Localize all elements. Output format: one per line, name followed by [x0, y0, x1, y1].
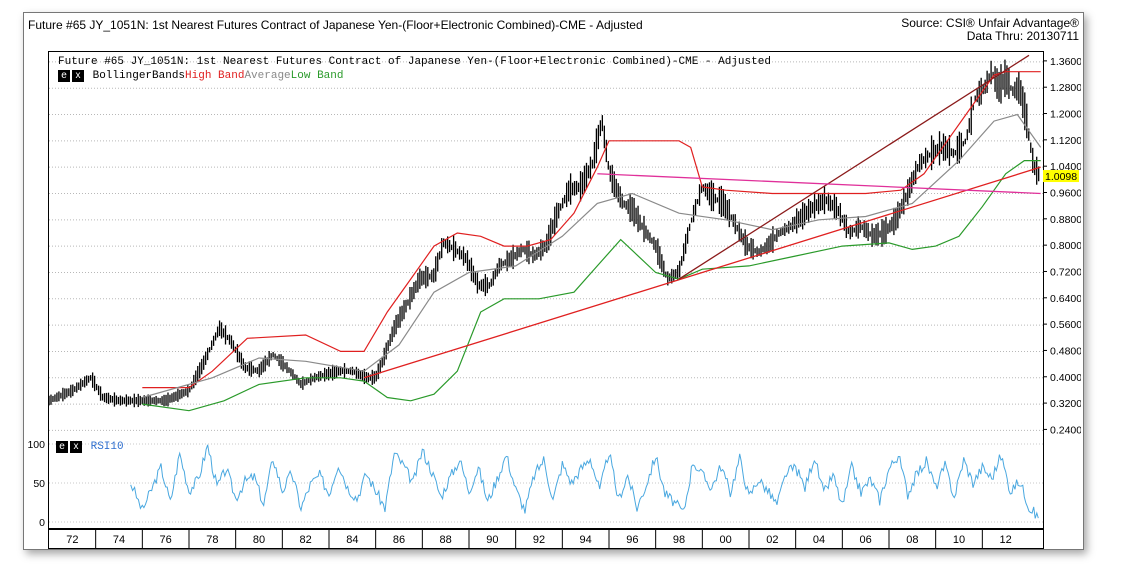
date-axis: 72 74 76 78 80 82 84 86 88 90 92 94 96 98 00 02 04 06 08 10… — [48, 529, 1044, 549]
average-line — [142, 113, 1042, 399]
trendline-red — [363, 166, 1041, 379]
date-axis-label: 08 — [906, 534, 918, 546]
date-axis-label: 02 — [766, 534, 778, 546]
rsi-axis-label: 100 — [27, 439, 45, 451]
rsi-axis: 100 50 0 — [27, 439, 45, 528]
rsi-label: RSI10 — [90, 441, 124, 453]
date-axis-label: 00 — [720, 534, 732, 546]
legend-low-band: Low Band — [290, 70, 344, 82]
price-axis-label: 0.9600 — [1050, 187, 1081, 199]
date-axis-label: 90 — [486, 534, 498, 546]
price-chart-svg[interactable] — [49, 52, 1043, 437]
date-axis-label: 82 — [300, 534, 312, 546]
rsi-line — [130, 444, 1039, 519]
high-band-line — [142, 71, 1041, 389]
date-axis-label: 76 — [160, 534, 172, 546]
price-panel-title: Future #65 JY_1051N: 1st Nearest Futures… — [58, 56, 771, 68]
rsi-chart-svg[interactable] — [49, 436, 1043, 528]
legend-high-band: High Band — [185, 70, 245, 82]
date-axis-label: 78 — [206, 534, 218, 546]
date-axis-label: 92 — [533, 534, 545, 546]
price-axis: 1.36001.28001.20001.12001.04000.96000.88… — [1043, 56, 1081, 436]
chart-header-title: Future #65 JY_1051N: 1st Nearest Futures… — [28, 18, 643, 32]
price-axis-label: 0.2400 — [1050, 424, 1081, 436]
chart-header-source: Source: CSI® Unfair Advantage® Data Thru… — [901, 17, 1079, 43]
last-value-badge — [1043, 170, 1079, 183]
price-axis-label: 0.4000 — [1050, 372, 1081, 384]
rsi-axis-label: 50 — [33, 478, 45, 490]
price-bars — [49, 59, 1040, 408]
date-axis-label: 12 — [1000, 534, 1012, 546]
price-axis-label: 0.8800 — [1050, 214, 1081, 226]
date-axis-label: 10 — [953, 534, 965, 546]
price-axis-label: 0.3200 — [1050, 398, 1081, 410]
price-axis-label: 1.1200 — [1050, 135, 1081, 147]
price-axis-label: 0.4800 — [1050, 345, 1081, 357]
price-axis-label: 1.3600 — [1050, 56, 1081, 68]
date-axis-label: 06 — [860, 534, 872, 546]
date-axis-label: 94 — [580, 534, 592, 546]
price-panel[interactable]: Future #65 JY_1051N: 1st Nearest Futures… — [48, 51, 1044, 438]
expand-indicator-button[interactable]: e — [58, 70, 70, 82]
trendline-pink — [597, 173, 1041, 195]
date-axis-label: 96 — [626, 534, 638, 546]
date-axis-label: 84 — [346, 534, 358, 546]
rsi-expand-button[interactable]: e — [56, 441, 68, 453]
remove-indicator-button[interactable]: x — [72, 70, 84, 82]
rsi-remove-button[interactable]: x — [70, 441, 82, 453]
date-axis-label: 98 — [673, 534, 685, 546]
legend-average: Average — [244, 70, 291, 82]
price-axis-label: 0.7200 — [1050, 266, 1081, 278]
date-axis-label: 80 — [253, 534, 265, 546]
price-axis-label: 1.2000 — [1050, 109, 1081, 121]
chart-window: Future #65 JY_1051N: 1st Nearest Futures… — [23, 12, 1084, 550]
date-axis-label: 88 — [440, 534, 452, 546]
price-axis-label: 1.2800 — [1050, 82, 1081, 94]
data-thru-label: Data Thru: 20130711 — [966, 29, 1079, 43]
date-axis-label: 04 — [813, 534, 825, 546]
low-band-line — [142, 160, 1041, 412]
date-axis-label: 72 — [66, 534, 78, 546]
date-axis-svg: 72 74 76 78 80 82 84 86 88 90 92 94 96 98 00 02 04 06 08 10… — [66, 530, 1012, 548]
last-value-label: 1.0098 — [1045, 171, 1077, 183]
legend-indicator-name: BollingerBands — [92, 70, 186, 82]
price-axis-label: 0.8000 — [1050, 240, 1081, 252]
price-axis-label: 0.6400 — [1050, 293, 1081, 305]
price-axis-label: 0.5600 — [1050, 319, 1081, 331]
trendline-brown — [678, 54, 1030, 280]
date-axis-label: 86 — [393, 534, 405, 546]
source-label: Source: CSI® Unfair Advantage® — [901, 16, 1079, 30]
rsi-axis-label: 0 — [39, 517, 45, 528]
date-axis-label: 74 — [113, 534, 125, 546]
